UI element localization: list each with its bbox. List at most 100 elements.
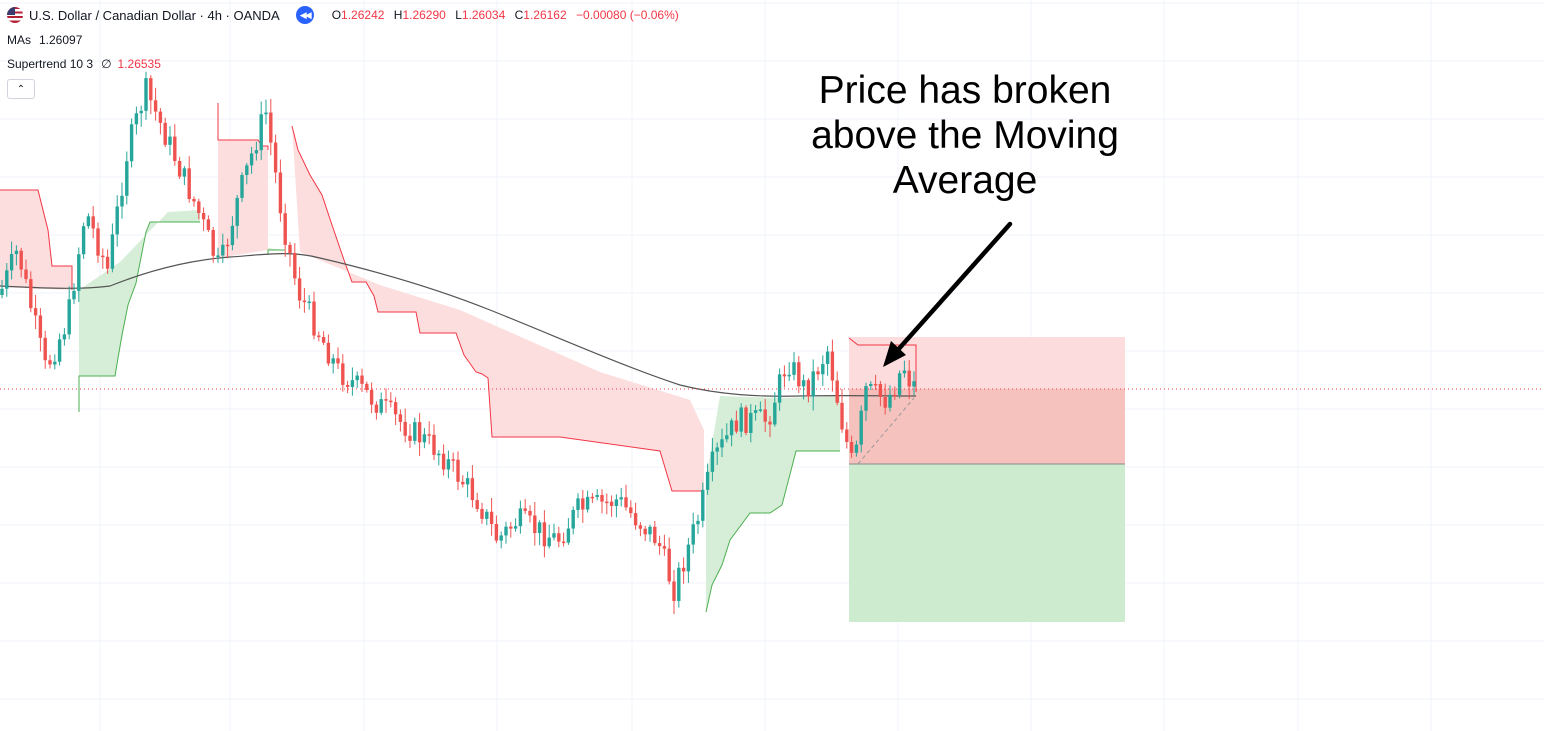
candle-body bbox=[307, 301, 311, 304]
ohlc-values: O1.26242 H1.26290 L1.26034 C1.26162 −0.0… bbox=[332, 8, 685, 22]
candle-body bbox=[825, 351, 830, 365]
symbol-title[interactable]: U.S. Dollar / Canadian Dollar · 4h · OAN… bbox=[29, 7, 280, 23]
candle-body bbox=[134, 113, 139, 125]
candle-body bbox=[667, 548, 671, 582]
candle-body bbox=[259, 114, 263, 151]
candle-body bbox=[720, 439, 724, 448]
candle-body bbox=[427, 434, 431, 436]
candle-body bbox=[624, 497, 628, 508]
candle-body bbox=[437, 453, 441, 456]
chevron-up-icon[interactable]: ⌃ bbox=[7, 79, 35, 99]
candle-body bbox=[288, 244, 292, 253]
candle-body bbox=[201, 212, 206, 220]
candle-body bbox=[801, 380, 806, 387]
candle-body bbox=[576, 498, 580, 510]
supertrend-legend[interactable]: Supertrend 10 3 ∅ 1.26535 bbox=[7, 57, 161, 71]
candle-body bbox=[374, 404, 379, 413]
high-label: H bbox=[393, 8, 403, 22]
candle-body bbox=[797, 362, 801, 387]
candle-body bbox=[696, 520, 700, 525]
candle-body bbox=[269, 112, 273, 143]
candle-body bbox=[149, 78, 153, 101]
candle-body bbox=[77, 254, 81, 291]
candle-body bbox=[701, 489, 705, 521]
candle-body bbox=[245, 165, 249, 176]
candle-body bbox=[816, 371, 820, 375]
candle-body bbox=[177, 160, 182, 177]
candle-body bbox=[67, 299, 71, 335]
candle-body bbox=[729, 420, 734, 436]
candle-body bbox=[278, 172, 283, 214]
candle-body bbox=[715, 447, 719, 452]
candle-body bbox=[110, 234, 115, 269]
candle-body bbox=[168, 136, 172, 145]
candle-body bbox=[691, 524, 695, 545]
candle-body bbox=[57, 339, 62, 362]
candle-body bbox=[878, 384, 883, 397]
candle-body bbox=[389, 400, 393, 403]
candle-body bbox=[221, 244, 225, 256]
candle-body bbox=[864, 386, 868, 411]
supertrend-down-line bbox=[0, 189, 73, 290]
candle-body bbox=[153, 100, 158, 112]
candle-body bbox=[326, 342, 331, 364]
candle-body bbox=[48, 360, 52, 365]
candle-body bbox=[686, 544, 691, 572]
low-label: L bbox=[455, 8, 462, 22]
supertrend-up-line bbox=[267, 249, 285, 255]
candle-body bbox=[101, 255, 105, 258]
candle-body bbox=[321, 336, 326, 343]
candle-body bbox=[413, 422, 417, 441]
candle-body bbox=[581, 498, 585, 510]
supertrend-up-fill bbox=[79, 210, 200, 412]
candle-body bbox=[653, 526, 657, 544]
supertrend-fill bbox=[0, 103, 916, 612]
supertrend-down-fill bbox=[292, 126, 704, 491]
high-value: 1.26290 bbox=[402, 8, 446, 22]
candle-body bbox=[758, 409, 763, 411]
candle-body bbox=[384, 399, 388, 401]
candle-body bbox=[403, 421, 407, 436]
candle-body bbox=[840, 402, 844, 430]
candle-body bbox=[643, 528, 647, 535]
ma-legend[interactable]: MAs 1.26097 bbox=[7, 33, 82, 47]
candle-body bbox=[710, 451, 715, 472]
candle-body bbox=[398, 414, 403, 422]
hidden-icon[interactable]: ∅ bbox=[101, 57, 112, 71]
candle-body bbox=[681, 567, 686, 572]
candle-body bbox=[173, 136, 177, 161]
candle-body bbox=[19, 250, 23, 270]
candle-body bbox=[345, 384, 350, 387]
candle-body bbox=[557, 533, 561, 542]
candle-body bbox=[422, 434, 427, 443]
candle-body bbox=[609, 501, 614, 506]
supertrend-down-fill bbox=[0, 190, 72, 290]
candle-body bbox=[192, 198, 196, 202]
candle-body bbox=[537, 522, 542, 534]
candle-body bbox=[72, 290, 76, 300]
candle-body bbox=[744, 407, 748, 433]
candle-body bbox=[461, 481, 465, 485]
candle-body bbox=[849, 441, 854, 453]
stop-zone bbox=[849, 389, 1125, 464]
replay-icon[interactable]: ◀◀ bbox=[295, 6, 314, 24]
candle-body bbox=[182, 168, 187, 177]
candle-body bbox=[883, 396, 887, 408]
candle-body bbox=[763, 409, 767, 422]
candle-body bbox=[485, 511, 489, 519]
candle-body bbox=[657, 543, 662, 547]
candle-body bbox=[441, 453, 446, 470]
candle-body bbox=[9, 254, 14, 271]
candle-body bbox=[365, 383, 369, 390]
supertrend-down-line bbox=[291, 125, 704, 492]
candle-body bbox=[782, 374, 787, 377]
candle-body bbox=[341, 363, 345, 385]
candle-body bbox=[907, 370, 911, 387]
candle-body bbox=[614, 499, 619, 506]
candle-body bbox=[249, 153, 254, 166]
candle-body bbox=[902, 370, 907, 374]
annotation-line-3: Average bbox=[892, 159, 1038, 202]
candle-body bbox=[595, 495, 599, 498]
